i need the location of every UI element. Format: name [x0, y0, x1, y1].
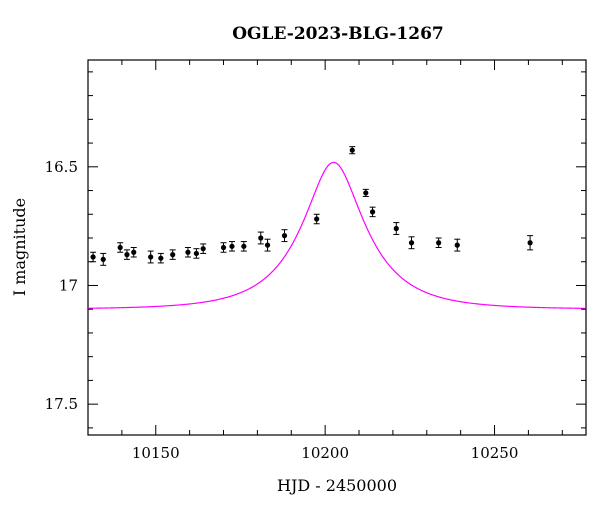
data-point: [169, 249, 176, 260]
y-tick-label: 16.5: [45, 158, 78, 176]
data-points-layer: [90, 146, 534, 266]
data-point: [130, 247, 137, 258]
data-point: [349, 146, 356, 155]
y-tick-label: 17: [59, 276, 78, 294]
data-point: [393, 222, 400, 235]
data-point: [454, 238, 461, 252]
data-point: [193, 248, 200, 259]
data-point: [100, 252, 107, 266]
data-point: [257, 231, 264, 245]
model-curve-layer: [87, 161, 587, 309]
x-tick-label: 10250: [471, 444, 519, 462]
x-axis-ticks: 10150 10200 10250: [87, 60, 563, 462]
data-point: [123, 249, 130, 260]
data-point: [362, 188, 369, 197]
data-point: [313, 213, 320, 225]
model-curve: [87, 161, 587, 309]
x-axis-label: HJD - 2450000: [277, 476, 397, 495]
data-point: [228, 241, 235, 252]
x-tick-label: 10150: [132, 444, 180, 462]
x-tick-label: 10200: [301, 444, 349, 462]
data-point: [117, 242, 124, 253]
data-point: [147, 250, 154, 264]
data-point: [200, 243, 207, 254]
chart-title: OGLE-2023-BLG-1267: [232, 24, 444, 44]
data-point: [527, 235, 534, 251]
data-point: [369, 206, 376, 218]
data-point: [408, 236, 415, 250]
data-point: [264, 238, 271, 252]
y-tick-label: 17.5: [45, 395, 78, 413]
data-point: [184, 247, 191, 258]
data-point: [435, 237, 442, 248]
data-point: [90, 251, 97, 263]
y-axis-label: I magnitude: [10, 198, 29, 296]
data-point: [240, 241, 247, 252]
data-point: [157, 252, 164, 264]
data-point: [281, 229, 288, 243]
data-point: [220, 242, 227, 253]
plot-frame: [87, 59, 587, 436]
y-axis-ticks: 16.5 17 17.5: [45, 71, 586, 429]
